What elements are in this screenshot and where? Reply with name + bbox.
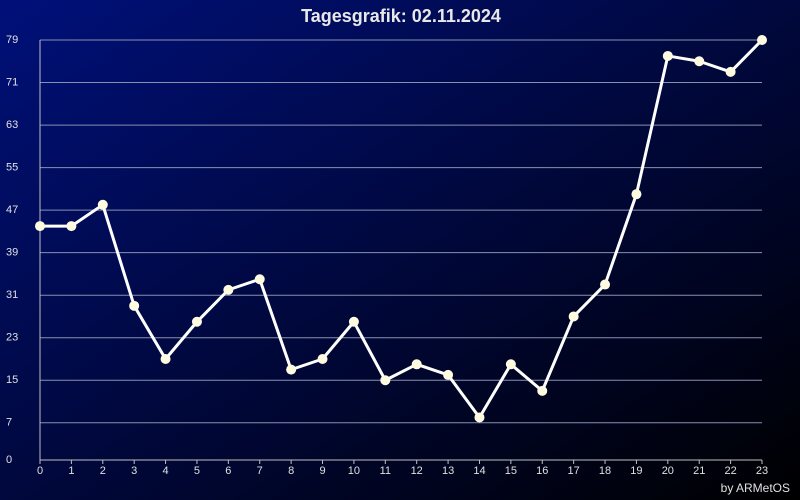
- x-tick-label: 8: [288, 465, 294, 477]
- x-tick-label: 16: [536, 465, 548, 477]
- point: [568, 311, 579, 322]
- point: [66, 221, 77, 232]
- point: [725, 66, 736, 77]
- y-tick-label: 39: [6, 247, 18, 259]
- x-tick-label: 18: [599, 465, 611, 477]
- x-tick-label: 9: [319, 465, 325, 477]
- x-tick-label: 7: [257, 465, 263, 477]
- point: [35, 221, 45, 232]
- y-tick-label: 23: [6, 332, 18, 344]
- chart-title: Tagesgrafik: 02.11.2024: [301, 6, 501, 26]
- x-tick-label: 14: [473, 465, 485, 477]
- point: [631, 189, 642, 200]
- point: [160, 353, 171, 364]
- point: [191, 316, 202, 327]
- x-tick-label: 17: [568, 465, 580, 477]
- point: [757, 35, 767, 45]
- x-tick-label: 20: [662, 465, 674, 477]
- x-tick-label: 19: [630, 465, 642, 477]
- point: [662, 50, 673, 61]
- y-tick-label: 47: [6, 204, 18, 216]
- point: [600, 279, 611, 290]
- x-tick-label: 0: [37, 465, 43, 477]
- point: [348, 316, 359, 327]
- x-tick-label: 1: [68, 465, 74, 477]
- y-tick-label: 63: [6, 119, 18, 131]
- point: [411, 359, 422, 370]
- x-tick-label: 21: [693, 465, 705, 477]
- y-tick-label: 7: [6, 417, 12, 429]
- x-tick-label: 23: [756, 465, 768, 477]
- x-tick-label: 2: [100, 465, 106, 477]
- y-tick-label: 15: [6, 374, 18, 386]
- point: [129, 300, 140, 311]
- point: [694, 56, 705, 67]
- x-tick-label: 5: [194, 465, 200, 477]
- x-tick-label: 4: [163, 465, 169, 477]
- point: [317, 353, 328, 364]
- x-tick-label: 3: [131, 465, 137, 477]
- point: [254, 274, 265, 285]
- point: [380, 375, 391, 386]
- x-tick-label: 22: [724, 465, 736, 477]
- point: [97, 199, 108, 210]
- x-tick-label: 12: [411, 465, 423, 477]
- y-tick-label: 79: [6, 34, 18, 46]
- x-tick-label: 13: [442, 465, 454, 477]
- y-tick-label: 71: [6, 76, 18, 88]
- y-tick-label: 31: [6, 289, 18, 301]
- x-tick-label: 6: [225, 465, 231, 477]
- x-tick-label: 11: [380, 465, 391, 477]
- x-tick-label: 15: [505, 465, 517, 477]
- footer: by ARMetOS: [721, 481, 790, 495]
- point: [443, 369, 454, 380]
- y-tick-label: 55: [6, 162, 18, 174]
- point: [537, 385, 548, 396]
- line-series: [40, 38, 764, 419]
- point: [223, 284, 234, 295]
- point: [505, 359, 516, 370]
- point: [474, 412, 485, 423]
- y-tick-label: 0: [6, 454, 12, 466]
- point: [286, 364, 297, 375]
- x-tick-label: 10: [348, 465, 360, 477]
